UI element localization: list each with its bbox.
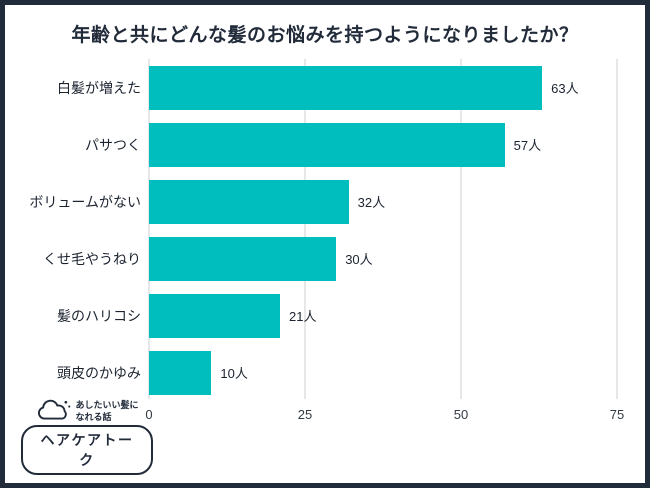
category-label: 白髪が増えた (57, 79, 141, 96)
bar (149, 293, 281, 338)
logo-tagline: あしたいい髪に なれる話 (75, 399, 138, 423)
x-axis-tick: 0 (145, 407, 153, 422)
category-label: くせ毛やうねり (43, 250, 141, 267)
brand-logo: あしたいい髪に なれる話 ヘアケアトーク (21, 397, 153, 475)
chart-title: 年齢と共にどんな髪のお悩みを持つようになりましたか？ (71, 25, 579, 46)
bar (149, 236, 337, 281)
chart-row: 髪のハリコシ 21人 (17, 287, 617, 344)
bar-area: 10人 (149, 350, 617, 395)
gridline (460, 59, 462, 399)
logo-top: あしたいい髪に なれる話 (21, 397, 153, 423)
bar-chart: 白髪が増えた 63人パサつく 57人ボリュームがない 32人くせ毛やうねり 30人髪のハ… (17, 59, 624, 425)
value-label: 63人 (551, 81, 579, 96)
category-label: パサつく (85, 136, 141, 153)
value-label: 32人 (357, 195, 386, 210)
gridline (304, 59, 306, 399)
brand-name-pill: ヘアケアトーク (21, 425, 153, 475)
gridline (148, 59, 150, 399)
bar (149, 122, 505, 167)
chart-row: パサつく 57人 (17, 116, 617, 173)
x-axis: 0 25 50 75 (145, 403, 624, 425)
bar-area: 21人 (149, 293, 617, 338)
bar (149, 179, 349, 224)
value-label: 21人 (289, 309, 317, 324)
bar (149, 65, 543, 110)
value-label: 57人 (513, 138, 542, 153)
x-axis-tick: 25 (297, 407, 313, 422)
gridline (616, 59, 618, 399)
category-label: ボリュームがない (29, 193, 141, 210)
bar-area: 30人 (149, 236, 617, 281)
x-axis-tick: 50 (453, 407, 469, 422)
chart-rows: 白髪が増えた 63人パサつく 57人ボリュームがない 32人くせ毛やうねり 30人髪のハ… (17, 59, 617, 401)
chart-row: ボリュームがない 32人 (17, 173, 617, 230)
category-label: 髪のハリコシ (57, 307, 141, 324)
logo-tagline-line1: あしたいい髪に (75, 399, 139, 410)
value-label: 10人 (220, 366, 248, 381)
cloud-icon (38, 399, 71, 420)
chart-row: 頭皮のかゆみ 10人 (17, 344, 617, 401)
value-label: 30人 (345, 252, 373, 267)
logo-tagline-line2: なれる話 (75, 411, 112, 422)
category-label: 頭皮のかゆみ (57, 364, 141, 381)
bar-area: 32人 (149, 179, 617, 224)
bar-area: 57人 (149, 122, 617, 167)
chart-row: 白髪が増えた 63人 (17, 59, 617, 116)
x-axis-tick: 75 (609, 407, 625, 422)
grid-overlay (148, 59, 618, 399)
bar (149, 350, 212, 395)
chart-row: くせ毛やうねり 30人 (17, 230, 617, 287)
bar-area: 63人 (149, 65, 617, 110)
